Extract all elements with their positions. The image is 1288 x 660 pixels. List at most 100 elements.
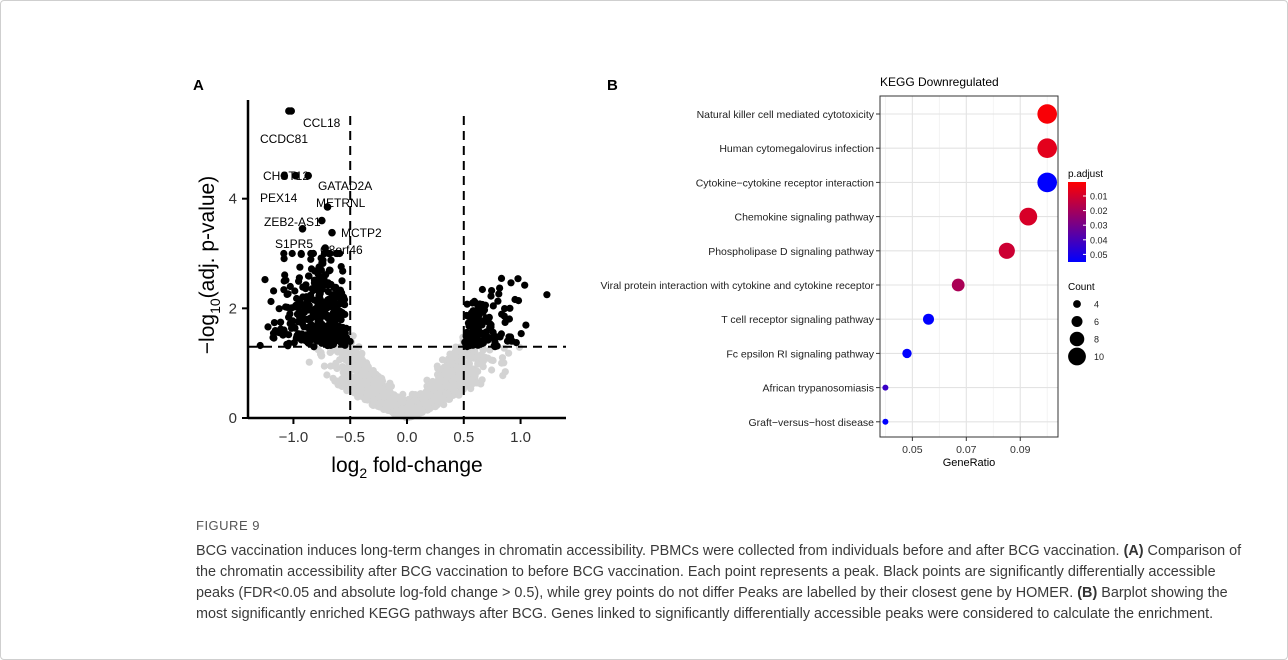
kegg-plot-area — [880, 96, 1058, 437]
gene-label-mctp2: MCTP2 — [341, 226, 382, 240]
p-adjust-title: p.adjust — [1068, 169, 1103, 180]
point-significant — [280, 249, 288, 258]
point-significant — [327, 256, 335, 264]
count-key-dot — [1073, 300, 1081, 308]
point-nonsignificant — [488, 366, 496, 374]
point-significant — [264, 323, 272, 331]
point-nonsignificant — [370, 397, 378, 405]
point-significant — [506, 334, 514, 342]
point-significant — [295, 310, 303, 319]
point-significant — [297, 250, 305, 258]
point-significant — [277, 318, 285, 326]
point-labeled-gatad2a — [304, 171, 313, 180]
x-tick-label: −1.0 — [279, 429, 309, 446]
point-significant — [471, 312, 479, 320]
point-significant — [256, 341, 264, 350]
pathway-label: T cell receptor signaling pathway — [721, 314, 874, 326]
pathway-label: Chemokine signaling pathway — [735, 212, 875, 224]
point-nonsignificant — [343, 382, 351, 390]
point-nonsignificant — [478, 376, 486, 384]
point-nonsignificant — [349, 332, 357, 340]
point-nonsignificant — [385, 383, 393, 391]
volcano-panel: A CCL18 CCDC81 CHST12 GATAD2A PEX14 METRNL ZEB2… — [193, 77, 566, 481]
point-significant — [514, 297, 523, 305]
point-nonsignificant — [454, 365, 462, 374]
panel-a-label: A — [193, 77, 204, 94]
pathway-dot — [923, 313, 934, 325]
point-significant — [463, 300, 471, 308]
pathway-dot — [902, 348, 912, 359]
point-significant — [483, 317, 491, 325]
point-significant — [326, 312, 334, 320]
point-labeled-zeb2-as1 — [318, 216, 326, 225]
pathway-label: Phospholipase D signaling pathway — [708, 246, 875, 258]
point-significant — [517, 330, 525, 338]
point-significant — [317, 324, 325, 332]
count-title: Count — [1068, 282, 1095, 293]
pathway-label: Natural killer cell mediated cytotoxicit… — [697, 109, 875, 121]
point-significant — [269, 333, 277, 342]
point-nonsignificant — [317, 352, 326, 360]
point-significant — [324, 279, 332, 287]
pathway-label: Viral protein interaction with cytokine … — [600, 280, 874, 292]
point-significant — [302, 281, 310, 289]
point-significant — [488, 333, 497, 341]
point-significant — [270, 319, 278, 327]
caption-text: BCG vaccination induces long-term change… — [196, 541, 1256, 625]
point-significant — [468, 333, 476, 341]
pathway-dot — [882, 418, 889, 425]
point-significant — [295, 277, 303, 285]
point-significant — [543, 291, 551, 299]
point-nonsignificant — [357, 386, 365, 395]
gene-label-metrnl: METRNL — [316, 196, 366, 210]
point-nonsignificant — [433, 362, 441, 370]
point-nonsignificant — [376, 384, 384, 392]
point-nonsignificant — [479, 363, 487, 371]
point-significant — [314, 337, 322, 345]
pathway-label: Human cytomegalovirus infection — [719, 143, 874, 155]
point-significant — [293, 294, 301, 303]
point-significant — [282, 276, 290, 284]
y-tick-label: 2 — [229, 300, 237, 317]
point-significant — [341, 301, 349, 309]
point-nonsignificant — [332, 359, 340, 367]
point-significant — [465, 322, 473, 330]
pathway-dot — [998, 242, 1015, 259]
point-nonsignificant — [385, 402, 393, 411]
point-nonsignificant — [411, 391, 419, 399]
gene-label-gatad2a: GATAD2A — [318, 179, 372, 193]
point-significant — [474, 338, 482, 346]
point-significant — [310, 279, 318, 287]
figure-caption: FIGURE 9 BCG vaccination induces long-te… — [196, 518, 1256, 625]
point-labeled-c8orf46 — [321, 244, 330, 252]
point-nonsignificant — [455, 391, 463, 399]
point-significant — [338, 277, 346, 285]
point-nonsignificant — [397, 410, 405, 418]
point-significant — [521, 281, 529, 289]
x-tick-label: 1.0 — [510, 429, 531, 446]
point-significant — [315, 292, 323, 300]
point-significant — [496, 284, 504, 292]
point-significant — [334, 249, 342, 258]
point-significant — [326, 266, 334, 274]
kegg-plot-border — [879, 95, 1059, 438]
pathway-label: Graft−versus−host disease — [749, 417, 875, 429]
caption-a-text: Comparison of the chromatin accessibilit… — [196, 543, 1242, 601]
p-adjust-colorbar — [1068, 182, 1086, 262]
point-labeled-mctp2 — [328, 228, 336, 237]
point-significant — [292, 301, 300, 309]
point-nonsignificant — [370, 389, 378, 398]
point-significant — [495, 290, 503, 298]
point-significant — [339, 267, 347, 275]
point-significant — [286, 282, 294, 291]
point-significant — [494, 297, 502, 305]
gene-label-ccdc81: CCDC81 — [260, 132, 308, 146]
point-significant — [310, 330, 318, 338]
point-significant — [290, 339, 298, 347]
y-tick-label: 4 — [229, 191, 237, 208]
p-adjust-label: 0.05 — [1090, 250, 1108, 260]
point-nonsignificant — [326, 348, 334, 357]
gene-label-s1pr5: S1PR5 — [275, 237, 313, 251]
point-significant — [317, 266, 325, 274]
point-nonsignificant — [442, 390, 450, 398]
